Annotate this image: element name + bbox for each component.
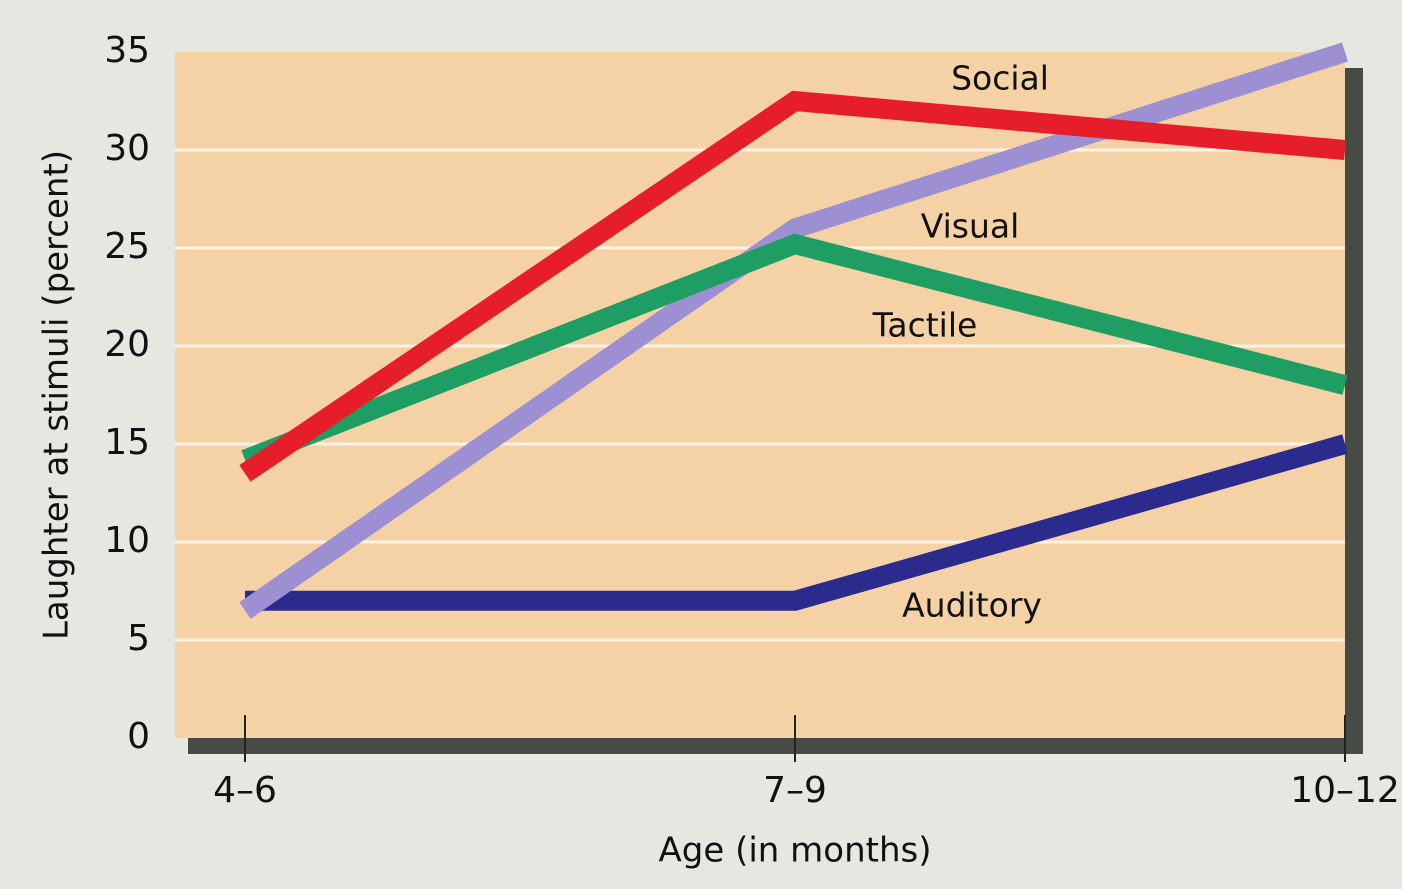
- series-label: Visual: [921, 207, 1020, 246]
- series-label: Auditory: [902, 586, 1042, 625]
- y-tick-label: 25: [104, 226, 150, 267]
- x-tick-label: 4–6: [213, 770, 277, 811]
- y-tick-label: 30: [104, 128, 150, 169]
- series-line: [239, 42, 1349, 619]
- series-line: [239, 90, 1346, 482]
- x-tick-label: 7–9: [763, 770, 827, 811]
- series-line: [241, 233, 1348, 469]
- series-label: Social: [951, 59, 1049, 98]
- x-tick-label: 10–12: [1290, 770, 1400, 811]
- y-tick-label: 0: [127, 716, 150, 757]
- x-axis-label: Age (in months): [659, 831, 932, 871]
- series-label: Tactile: [872, 306, 978, 345]
- y-axis-label: Laughter at stimuli (percent): [37, 150, 77, 640]
- y-tick-label: 15: [104, 422, 150, 463]
- y-tick-label: 35: [104, 30, 150, 71]
- series-line: [245, 434, 1348, 611]
- y-tick-label: 5: [127, 618, 150, 659]
- y-tick-label: 10: [104, 520, 150, 561]
- y-tick-label: 20: [104, 324, 150, 365]
